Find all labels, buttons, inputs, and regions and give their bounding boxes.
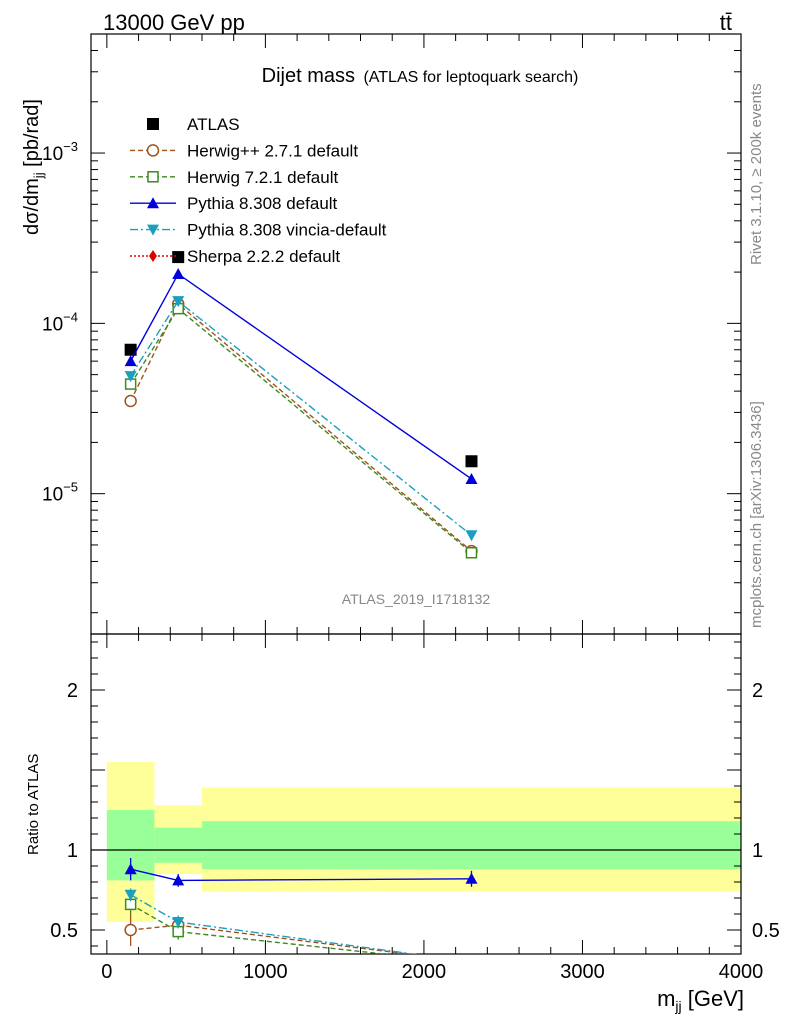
ratio-panel-series: [124, 858, 478, 954]
data-point: [172, 917, 185, 928]
data-point: [465, 455, 478, 468]
series-line: [130, 302, 472, 552]
data-point: [172, 251, 185, 264]
header-final-state: tt̄: [720, 10, 732, 35]
main-y-tick-label: 10−5: [42, 480, 78, 506]
data-point: [149, 250, 157, 262]
legend-label: Pythia 8.308 default: [187, 194, 338, 213]
analysis-id: ATLAS_2019_I1718132: [342, 591, 491, 607]
plot-title-sub: (ATLAS for leptoquark search): [363, 69, 578, 86]
series-line: [130, 307, 472, 554]
data-point: [147, 171, 159, 183]
data-point: [124, 343, 137, 356]
ratio-y-axis-label: Ratio to ATLAS: [25, 754, 42, 855]
data-point: [124, 889, 137, 901]
main-panel-axes: 10−5 10−4 10−3: [42, 33, 742, 635]
side-label-mcplots: mcplots.cern.ch [arXiv:1306.3436]: [748, 401, 765, 628]
ratio-y-tick-label-left: 0.5: [50, 920, 78, 942]
legend-label: Sherpa 2.2.2 default: [187, 247, 340, 266]
data-point: [465, 472, 478, 484]
data-point: [172, 296, 185, 308]
data-point: [172, 267, 185, 279]
header-process: 13000 GeV pp: [103, 10, 245, 35]
ratio-y-tick-label-right: 1: [752, 840, 763, 862]
series-line: [130, 924, 414, 954]
series-line: [130, 903, 390, 954]
main-y-tick-label: 10−4: [42, 309, 78, 335]
data-point: [124, 863, 137, 875]
x-axis-label: mjj [GeV]: [657, 986, 744, 1014]
legend: ATLAS Herwig++ 2.7.1 default Herwig 7.2.1 …: [130, 115, 387, 266]
data-point: [147, 197, 159, 209]
data-point: [124, 371, 137, 383]
band-stat-1: [154, 827, 202, 863]
x-tick-label: 3000: [560, 961, 605, 983]
ratio-y-tick-label-left: 2: [67, 680, 78, 702]
main-y-tick-label: 10−3: [42, 139, 78, 165]
main-y-axis-label: dσ/dmjj [pb/rad]: [21, 99, 46, 235]
ratio-panel-axes: 0.5 0.5 1 1 2 2 0 1000 2000 3000 4000: [50, 620, 780, 983]
ratio-y-tick-label-left: 1: [67, 840, 78, 862]
data-point: [465, 530, 478, 542]
band-stat-2: [201, 821, 742, 870]
data-point: [172, 874, 185, 886]
ratio-y-tick-label-right: 2: [752, 680, 763, 702]
data-point: [146, 144, 160, 157]
data-point: [465, 872, 478, 884]
data-point: [124, 923, 137, 937]
data-point: [124, 355, 137, 367]
legend-label: Pythia 8.308 vincia-default: [187, 221, 387, 240]
plot-title-main: Dijet mass: [262, 65, 355, 87]
plot-title: Dijet mass (ATLAS for leptoquark search): [262, 65, 579, 87]
series-line: [130, 300, 472, 536]
x-tick-label: 2000: [402, 961, 447, 983]
data-point: [124, 394, 137, 408]
legend-label: ATLAS: [187, 115, 240, 134]
data-point: [465, 546, 478, 559]
ratio-uncertainty-bands: [91, 762, 742, 922]
main-panel-series: [124, 251, 478, 559]
x-tick-label: 1000: [243, 961, 288, 983]
legend-label: Herwig++ 2.7.1 default: [187, 141, 358, 160]
ratio-y-tick-label-right: 0.5: [752, 920, 780, 942]
data-point: [147, 118, 159, 130]
data-point: [147, 224, 159, 236]
x-tick-label: 4000: [719, 961, 764, 983]
x-tick-label: 0: [101, 961, 112, 983]
side-label-rivet: Rivet 3.1.10, ≥ 200k events: [748, 83, 765, 265]
legend-label: Herwig 7.2.1 default: [187, 168, 338, 187]
